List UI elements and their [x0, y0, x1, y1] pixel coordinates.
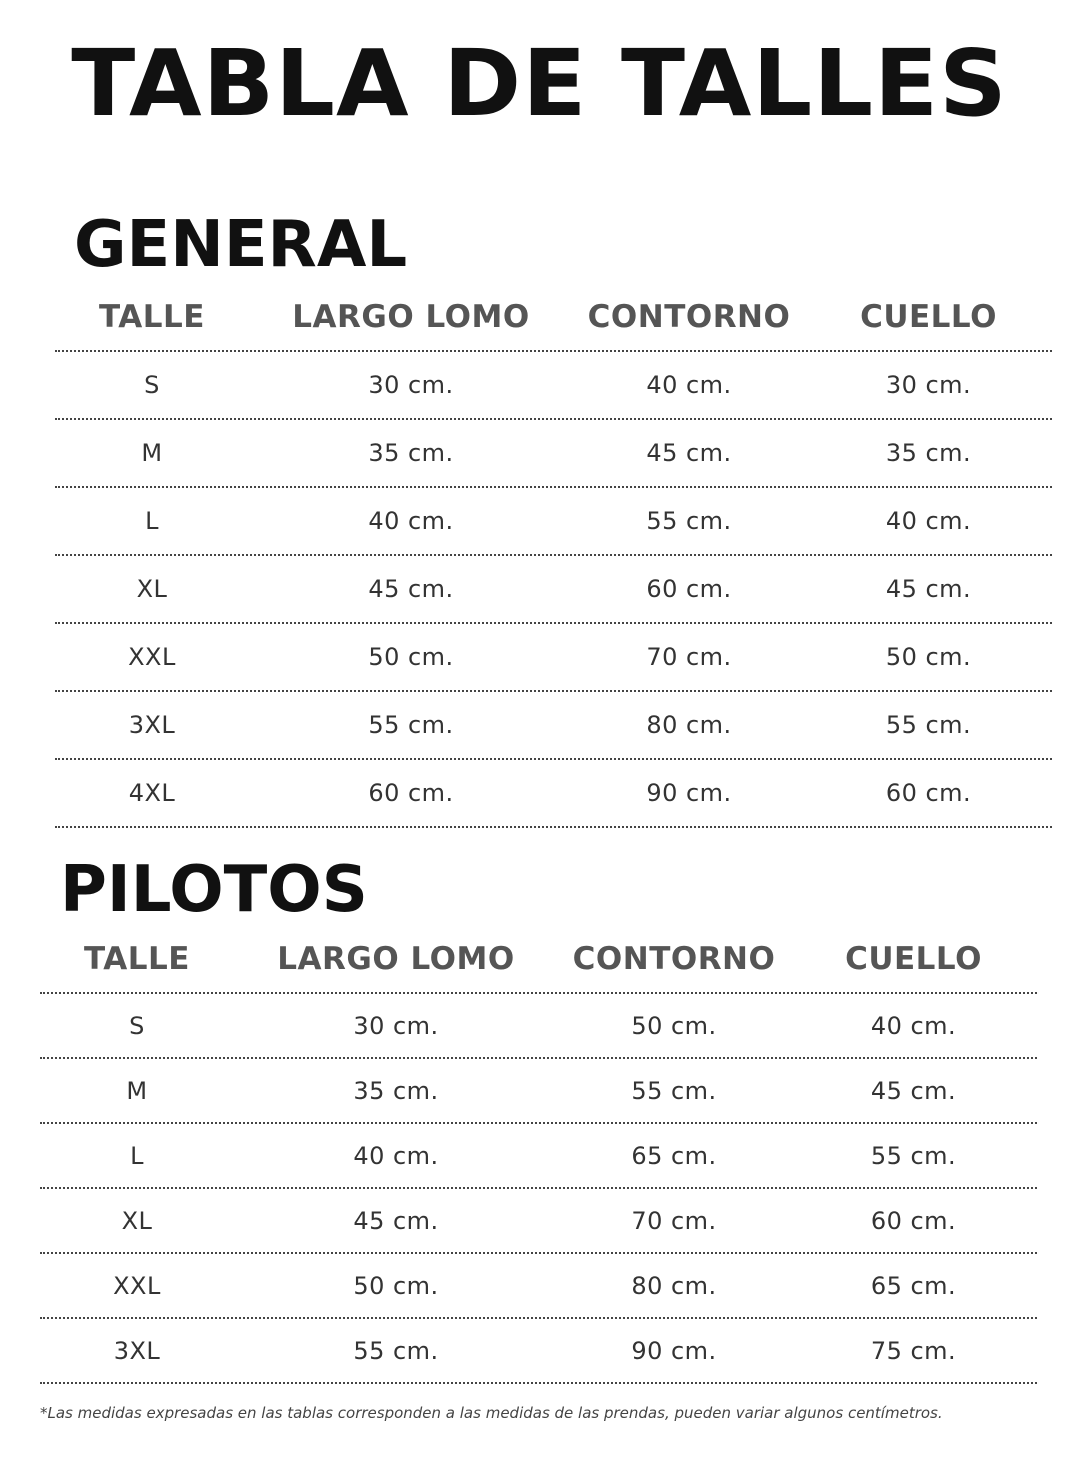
table-row: 3XL 55 cm. 80 cm. 55 cm.	[55, 692, 1052, 760]
measure-cell: 55 cm.	[870, 1141, 957, 1170]
measure-cell: 40 cm.	[870, 1011, 957, 1040]
table-row: 4XL 60 cm. 90 cm. 60 cm.	[55, 760, 1052, 828]
column-header: TALLE	[84, 941, 190, 977]
measure-cell: 50 cm.	[885, 643, 972, 671]
table-row: 3XL 55 cm. 90 cm. 75 cm.	[40, 1319, 1037, 1384]
measure-cell: 40 cm.	[368, 507, 454, 535]
table-row: XL 45 cm. 60 cm. 45 cm.	[55, 556, 1052, 624]
measure-cell: 80 cm.	[631, 1271, 717, 1300]
table-row: XL 45 cm. 70 cm. 60 cm.	[40, 1189, 1037, 1254]
footnote: *Las medidas expresadas en las tablas co…	[40, 1404, 943, 1422]
measure-cell: 30 cm.	[353, 1011, 439, 1040]
measure-cell: 45 cm.	[870, 1076, 957, 1105]
measure-cell: 35 cm.	[353, 1076, 439, 1105]
table-row: L 40 cm. 65 cm. 55 cm.	[40, 1124, 1037, 1189]
section-title-pilotos: PILOTOS	[60, 853, 368, 927]
table-row: M 35 cm. 55 cm. 45 cm.	[40, 1059, 1037, 1124]
measure-cell: 60 cm.	[368, 779, 454, 807]
table-header-row: TALLE LARGO LOMO CONTORNO CUELLO	[40, 926, 1037, 994]
measure-cell: 50 cm.	[631, 1011, 717, 1040]
measure-cell: 65 cm.	[870, 1271, 957, 1300]
table-row: S 30 cm. 40 cm. 30 cm.	[55, 352, 1052, 420]
measure-cell: 70 cm.	[631, 1206, 717, 1235]
size-cell: 3XL	[128, 711, 176, 739]
column-header: CUELLO	[845, 941, 982, 977]
column-header: CUELLO	[860, 299, 997, 335]
measure-cell: 40 cm.	[353, 1141, 439, 1170]
measure-cell: 60 cm.	[885, 779, 972, 807]
size-cell: XXL	[128, 643, 176, 671]
measure-cell: 45 cm.	[353, 1206, 439, 1235]
column-header: CONTORNO	[587, 299, 791, 335]
table-row: L 40 cm. 55 cm. 40 cm.	[55, 488, 1052, 556]
measure-cell: 55 cm.	[368, 711, 454, 739]
size-cell: L	[145, 507, 159, 535]
measure-cell: 90 cm.	[631, 1336, 717, 1365]
size-cell: S	[129, 1011, 145, 1040]
measure-cell: 60 cm.	[646, 575, 732, 603]
measure-cell: 70 cm.	[646, 643, 732, 671]
table-row: M 35 cm. 45 cm. 35 cm.	[55, 420, 1052, 488]
column-header: CONTORNO	[572, 941, 776, 977]
measure-cell: 30 cm.	[368, 371, 454, 399]
measure-cell: 45 cm.	[368, 575, 454, 603]
table-row: S 30 cm. 50 cm. 40 cm.	[40, 994, 1037, 1059]
table-row: XXL 50 cm. 80 cm. 65 cm.	[40, 1254, 1037, 1319]
measure-cell: 35 cm.	[368, 439, 454, 467]
column-header: TALLE	[99, 299, 205, 335]
measure-cell: 40 cm.	[646, 371, 732, 399]
measure-cell: 35 cm.	[885, 439, 972, 467]
measure-cell: 65 cm.	[631, 1141, 717, 1170]
general-size-table: TALLE LARGO LOMO CONTORNO CUELLO S 30 cm. 40 c…	[55, 284, 1052, 828]
measure-cell: 50 cm.	[353, 1271, 439, 1300]
measure-cell: 90 cm.	[646, 779, 732, 807]
page-title: TABLA DE TALLES	[71, 30, 1008, 137]
size-cell: XL	[121, 1206, 153, 1235]
size-cell: L	[130, 1141, 144, 1170]
size-cell: S	[144, 371, 160, 399]
pilotos-size-table: TALLE LARGO LOMO CONTORNO CUELLO S 30 cm. 50 c…	[40, 926, 1037, 1384]
section-title-general: GENERAL	[74, 208, 408, 282]
size-cell: M	[141, 439, 163, 467]
measure-cell: 60 cm.	[870, 1206, 957, 1235]
measure-cell: 30 cm.	[885, 371, 972, 399]
measure-cell: 45 cm.	[885, 575, 972, 603]
size-cell: M	[126, 1076, 148, 1105]
size-cell: XXL	[113, 1271, 161, 1300]
size-cell: 4XL	[128, 779, 176, 807]
column-header: LARGO LOMO	[292, 299, 530, 335]
measure-cell: 80 cm.	[646, 711, 732, 739]
table-row: XXL 50 cm. 70 cm. 50 cm.	[55, 624, 1052, 692]
measure-cell: 55 cm.	[353, 1336, 439, 1365]
measure-cell: 40 cm.	[885, 507, 972, 535]
table-header-row: TALLE LARGO LOMO CONTORNO CUELLO	[55, 284, 1052, 352]
measure-cell: 55 cm.	[646, 507, 732, 535]
measure-cell: 50 cm.	[368, 643, 454, 671]
size-cell: XL	[136, 575, 168, 603]
measure-cell: 45 cm.	[646, 439, 732, 467]
column-header: LARGO LOMO	[277, 941, 515, 977]
measure-cell: 75 cm.	[870, 1336, 957, 1365]
measure-cell: 55 cm.	[631, 1076, 717, 1105]
measure-cell: 55 cm.	[885, 711, 972, 739]
size-cell: 3XL	[113, 1336, 161, 1365]
